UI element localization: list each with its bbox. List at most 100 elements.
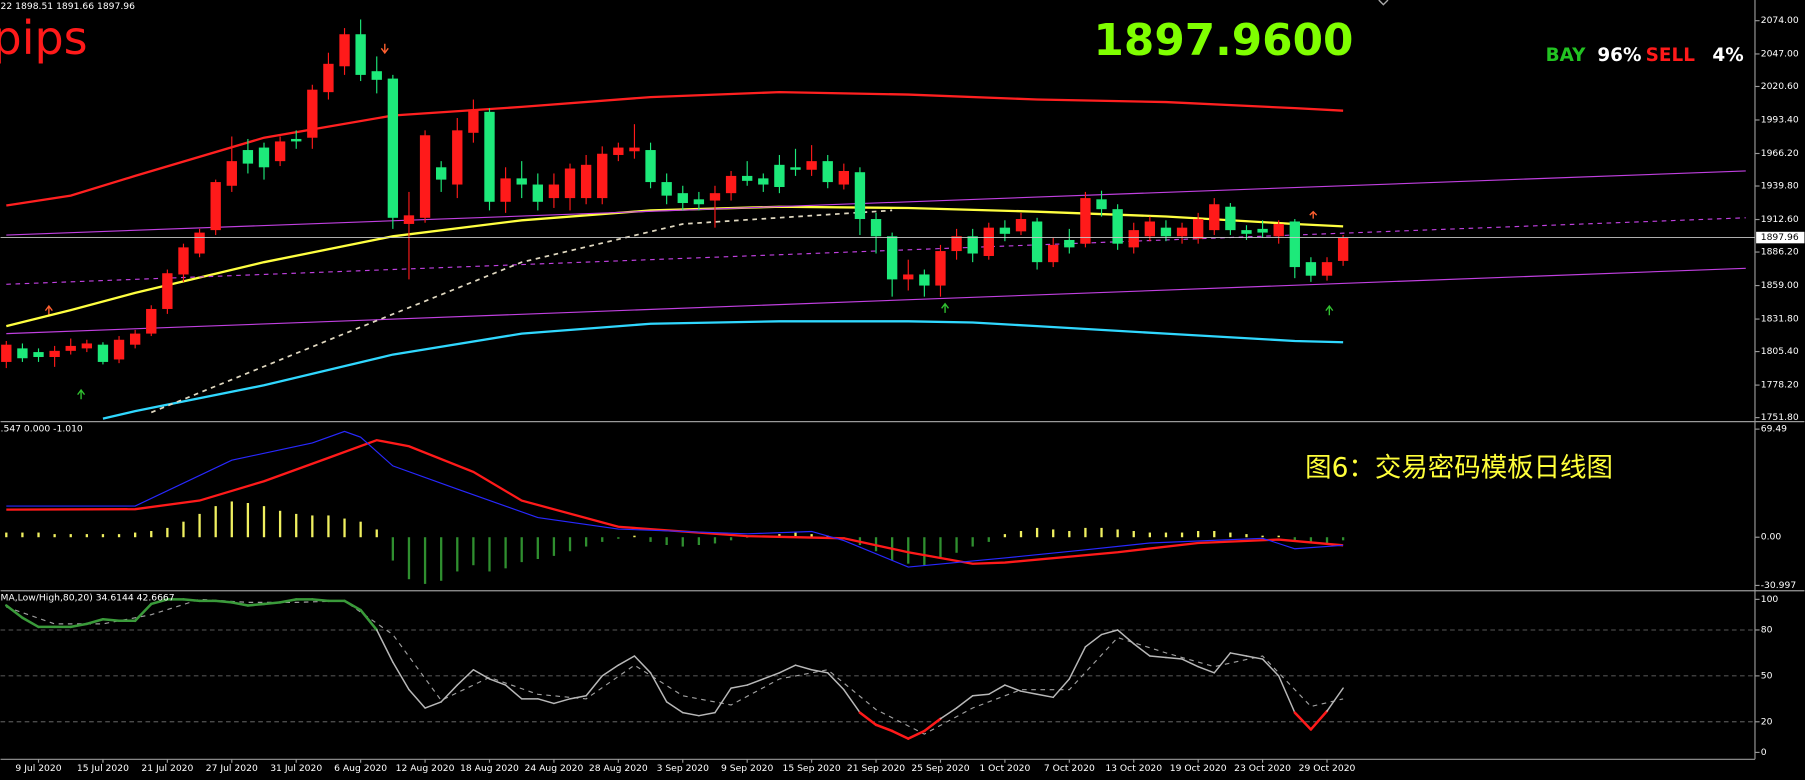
candle-body bbox=[516, 178, 527, 185]
stochastic-segment bbox=[69, 622, 89, 629]
y-tick-label: 1939.80 bbox=[1761, 181, 1799, 192]
stochastic-segment bbox=[1036, 693, 1054, 699]
price-tag bbox=[1756, 231, 1805, 244]
overlay-line bbox=[6, 205, 1344, 328]
stochastic-segment bbox=[85, 617, 105, 626]
histogram-bar bbox=[85, 534, 88, 538]
stochastic-segment bbox=[1181, 658, 1199, 668]
histogram-bar bbox=[584, 537, 588, 547]
histogram-bar bbox=[1245, 534, 1248, 538]
y-tick-label: 1993.40 bbox=[1761, 114, 1799, 125]
candle-body bbox=[661, 182, 672, 196]
y-tick-label: 0.00 bbox=[1761, 532, 1782, 543]
histogram-bar bbox=[117, 534, 121, 538]
candle-body bbox=[210, 182, 221, 231]
y-tick-label: 1778.20 bbox=[1761, 380, 1799, 391]
histogram-bar bbox=[1003, 534, 1007, 538]
stochastic-segment bbox=[1100, 629, 1119, 636]
histogram-bar bbox=[504, 537, 507, 569]
histogram-bar bbox=[955, 537, 958, 553]
overlay-line bbox=[6, 267, 1746, 335]
pips-label: pips bbox=[0, 11, 88, 65]
candle-body bbox=[291, 138, 302, 142]
candle-body bbox=[1289, 221, 1300, 268]
candle-body bbox=[371, 71, 382, 80]
histogram-bar bbox=[37, 532, 40, 538]
stochastic-segment bbox=[762, 672, 781, 680]
stochastic-segment bbox=[230, 601, 250, 607]
candle-body bbox=[452, 130, 463, 185]
stochastic-segment bbox=[133, 602, 153, 623]
stochastic-segment bbox=[923, 717, 942, 733]
x-tick-label: 9 Jul 2020 bbox=[15, 763, 61, 774]
candle-body bbox=[886, 236, 898, 280]
y-tick-label: 100 bbox=[1761, 594, 1779, 605]
candle-body bbox=[1176, 227, 1188, 237]
y-tick-label: 20 bbox=[1761, 716, 1773, 727]
candle-body bbox=[854, 172, 866, 220]
candle-body bbox=[709, 193, 721, 201]
stochastic-segment bbox=[1132, 642, 1151, 657]
histogram-bar bbox=[939, 537, 942, 560]
up-arrow bbox=[1325, 304, 1334, 316]
x-tick-label: 24 Aug 2020 bbox=[524, 763, 583, 774]
plots: 2074.00 2047.00 2020.60 1993.40 1966.20 1939.… bbox=[0, 15, 1805, 774]
signal-arrows bbox=[44, 0, 1389, 400]
x-tick-label: 15 Sep 2020 bbox=[782, 763, 840, 774]
candle-body bbox=[1064, 239, 1075, 248]
stochastic-segment bbox=[890, 729, 910, 740]
x-tick-label: 1 Oct 2020 bbox=[979, 763, 1030, 774]
x-tick-label: 13 Oct 2020 bbox=[1105, 763, 1162, 774]
histogram-bar bbox=[182, 521, 185, 538]
stochastic-segment bbox=[1197, 665, 1216, 674]
y-tick-label: 1966.20 bbox=[1761, 148, 1799, 159]
macd-line bbox=[6, 430, 1344, 568]
y-tick-label: 80 bbox=[1761, 624, 1773, 635]
up-arrow bbox=[77, 388, 86, 400]
histogram-bar bbox=[810, 534, 813, 538]
marker bbox=[1378, 0, 1389, 6]
stochastic-segment bbox=[278, 598, 298, 604]
overlay-line bbox=[150, 209, 893, 414]
histogram-bar bbox=[794, 532, 797, 538]
up-arrow bbox=[1309, 210, 1318, 219]
stochastic-segment bbox=[1261, 658, 1280, 677]
stochastic-segment bbox=[939, 707, 958, 720]
stochastic-segment bbox=[617, 655, 636, 666]
stochastic-segment bbox=[649, 672, 668, 703]
stochastic-segment bbox=[488, 678, 507, 686]
stochastic-segment bbox=[682, 711, 700, 717]
histogram-bar bbox=[907, 537, 910, 564]
stochastic-segment bbox=[1326, 687, 1344, 712]
x-tick-label: 9 Sep 2020 bbox=[721, 763, 774, 774]
y-tick-label: 69.49 bbox=[1761, 424, 1787, 435]
y-tick-label: 1805.40 bbox=[1761, 346, 1799, 357]
stochastic-segment bbox=[553, 698, 571, 705]
stochastic-segment bbox=[585, 675, 603, 697]
histogram-bar bbox=[1293, 537, 1296, 541]
histogram-bar bbox=[359, 521, 362, 538]
candle-body bbox=[162, 273, 173, 309]
histogram-bar bbox=[440, 537, 443, 581]
stochastic-segment bbox=[376, 629, 394, 663]
histogram-bar bbox=[1035, 527, 1039, 538]
x-tick-label: 12 Aug 2020 bbox=[396, 763, 455, 774]
stochastic-segment bbox=[149, 598, 169, 606]
histogram-bar bbox=[1325, 537, 1329, 544]
stochastic-segment bbox=[778, 664, 797, 674]
stochastic-segment bbox=[456, 669, 475, 686]
candle-body bbox=[645, 150, 656, 183]
histogram-bar bbox=[633, 535, 636, 538]
x-tick-label: 15 Jul 2020 bbox=[77, 763, 129, 774]
stochastic-segment bbox=[262, 601, 282, 606]
candle-body bbox=[951, 236, 962, 252]
histogram-bar bbox=[713, 537, 717, 544]
candle-body bbox=[742, 175, 753, 181]
macd-header: .547 0.000 -1.010 bbox=[1, 423, 83, 434]
histogram-bar bbox=[520, 537, 523, 563]
candle-body bbox=[258, 147, 270, 168]
candle-body bbox=[806, 161, 817, 170]
candle-body bbox=[178, 247, 189, 275]
histogram-bar bbox=[134, 532, 137, 538]
histogram-bar bbox=[198, 513, 201, 538]
